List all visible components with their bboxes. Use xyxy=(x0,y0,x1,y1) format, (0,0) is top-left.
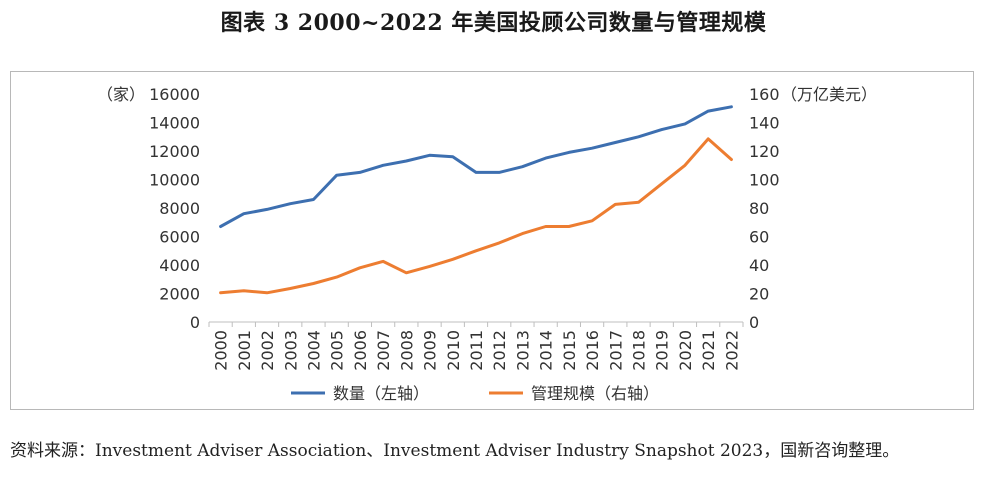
x-tick-label: 2001 xyxy=(235,330,254,371)
x-tick-label: 2012 xyxy=(490,330,509,371)
x-tick-label: 2009 xyxy=(421,330,440,371)
source-note: 资料来源：Investment Adviser Association、Inve… xyxy=(10,441,900,461)
y-right-tick-label: 140 xyxy=(749,114,780,133)
x-tick-label: 2021 xyxy=(699,330,718,371)
y-right-tick-label: 20 xyxy=(749,285,769,304)
y-right-tick-label: 0 xyxy=(749,313,759,332)
chart-frame: 0 2000 4000 6000 8000 10000 12000 14000 16000 0 20… xyxy=(10,71,974,410)
legend-label-aum: 管理规模（右轴） xyxy=(531,384,659,403)
y-left-tick-label: 12000 xyxy=(149,142,200,161)
y-left-tick-label: 14000 xyxy=(149,114,200,133)
y-left-tick-label: 8000 xyxy=(159,199,200,218)
y-left-tick-label: 10000 xyxy=(149,171,200,190)
legend-label-count: 数量（左轴） xyxy=(333,384,429,403)
series-line-aum xyxy=(219,137,733,295)
y-right-tick-label: 80 xyxy=(749,199,769,218)
x-tick-label: 2018 xyxy=(630,330,649,371)
x-tick-label: 2010 xyxy=(444,330,463,371)
y-right-tick-label: 160 xyxy=(749,85,780,104)
y-left-tick-label: 0 xyxy=(190,313,200,332)
x-tick-label: 2008 xyxy=(397,330,416,371)
x-tick-label: 2013 xyxy=(513,330,532,371)
x-tick-label: 2020 xyxy=(676,330,695,371)
y-right-tick-label: 60 xyxy=(749,228,769,247)
line-chart: 0 2000 4000 6000 8000 10000 12000 14000 16000 0 20… xyxy=(97,85,877,403)
x-tick-label: 2003 xyxy=(281,330,300,371)
x-tick-label: 2006 xyxy=(351,330,370,371)
y-right-tick-label: 40 xyxy=(749,256,769,275)
y-right-tick-label: 120 xyxy=(749,142,780,161)
y-left-tick-label: 4000 xyxy=(159,256,200,275)
x-tick-label: 2004 xyxy=(304,330,323,371)
series-line-count xyxy=(219,105,733,228)
y-left-tick-label: 6000 xyxy=(159,228,200,247)
y-right-tick-label: 100 xyxy=(749,171,780,190)
y-left-tick-label: 16000 xyxy=(149,85,200,104)
x-tick-label: 2022 xyxy=(722,330,741,371)
x-tick-label: 2017 xyxy=(606,330,625,371)
figure-title: 图表 3 2000~2022 年美国投顾公司数量与管理规模 xyxy=(220,10,767,36)
y-right-unit-label: （万亿美元） xyxy=(781,85,877,104)
y-left-tick-label: 2000 xyxy=(159,285,200,304)
y-left-unit-label: （家） xyxy=(97,85,145,104)
x-tick-label: 2005 xyxy=(328,330,347,371)
x-tick-label: 2019 xyxy=(653,330,672,371)
x-tick-label: 2007 xyxy=(374,330,393,371)
x-tick-label: 2002 xyxy=(258,330,277,371)
x-tick-label: 2016 xyxy=(583,330,602,371)
x-tick-label: 2015 xyxy=(560,330,579,371)
x-tick-label: 2014 xyxy=(537,330,556,371)
x-tick-label: 2011 xyxy=(467,330,486,371)
x-tick-label: 2000 xyxy=(212,330,231,371)
